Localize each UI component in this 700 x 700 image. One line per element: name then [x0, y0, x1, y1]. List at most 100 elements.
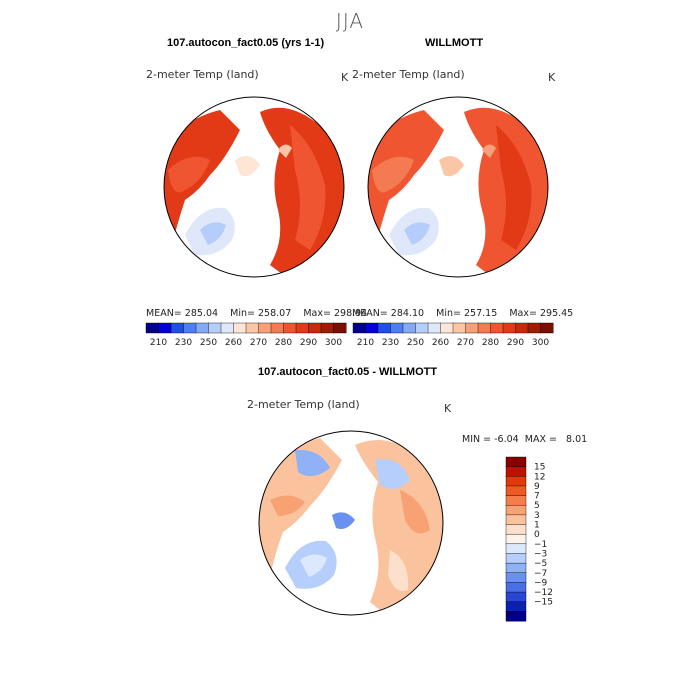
- panel2-north-america-land: [368, 110, 444, 255]
- colorbar-swatch: [365, 322, 379, 334]
- panel2-stats: MEAN= 284.10 Min= 257.15 Max= 295.45: [352, 308, 574, 319]
- panel1-polar-map: [163, 96, 345, 278]
- colorbar-swatch: [505, 476, 527, 487]
- colorbar-swatch: [195, 322, 210, 334]
- colorbar-swatch: [505, 514, 527, 526]
- colorbar-swatch: [505, 553, 527, 564]
- colorbar-swatch: [515, 322, 529, 334]
- panel3-eurasia-land: [355, 440, 443, 615]
- colorbar-swatch: [505, 611, 527, 622]
- colorbar-tick-label: 270: [250, 338, 267, 348]
- panel3-north-america-land: [259, 438, 342, 588]
- colorbar-tick-label: 300: [532, 338, 549, 348]
- colorbar-tick-label: −1: [534, 540, 547, 550]
- colorbar-swatch: [505, 582, 527, 593]
- panel2-variable-label: 2-meter Temp (land): [352, 68, 465, 81]
- colorbar-swatch: [415, 322, 429, 334]
- panel2-colorbar: 210 230 250 260 270 280 290 300: [352, 322, 554, 348]
- colorbar-swatch: [505, 533, 527, 545]
- colorbar-swatch: [477, 322, 492, 334]
- colorbar-tick-label: 0: [534, 530, 540, 540]
- colorbar-tick-label: 1: [534, 521, 540, 531]
- colorbar-tick-label: 290: [507, 338, 524, 348]
- figure-title: JJA: [335, 9, 365, 33]
- colorbar-swatch: [505, 485, 527, 497]
- colorbar-tick-label: 15: [534, 463, 545, 473]
- panel3-title: 107.autocon_fact0.05 - WILLMOTT: [258, 366, 438, 378]
- colorbar-tick-label: 5: [534, 501, 540, 511]
- colorbar-swatch: [505, 572, 527, 583]
- colorbar-swatch: [295, 322, 310, 334]
- colorbar-swatch: [505, 495, 527, 506]
- colorbar-swatch: [158, 322, 172, 334]
- colorbar-swatch: [220, 322, 235, 334]
- colorbar-swatch: [505, 591, 527, 603]
- colorbar-tick-label: −12: [534, 588, 553, 598]
- colorbar-swatch: [427, 322, 442, 334]
- colorbar-tick-label: 210: [357, 338, 374, 348]
- colorbar-tick-label: 12: [534, 472, 545, 482]
- colorbar-swatch: [390, 322, 404, 334]
- colorbar-swatch: [502, 322, 517, 334]
- panel3-units: K: [444, 402, 452, 415]
- colorbar-swatch: [452, 322, 467, 334]
- panel3-variable-label: 2-meter Temp (land): [247, 398, 360, 411]
- colorbar-tick-label: 3: [534, 511, 540, 521]
- colorbar-swatch: [320, 322, 335, 334]
- colorbar-swatch: [245, 322, 260, 334]
- colorbar-swatch: [233, 322, 247, 334]
- colorbar-tick-label: 230: [382, 338, 399, 348]
- colorbar-swatch: [145, 322, 160, 334]
- colorbar-swatch: [440, 322, 454, 334]
- panel2-polar-map: [367, 96, 549, 278]
- colorbar-swatch: [505, 456, 527, 468]
- colorbar-tick-label: −7: [534, 569, 547, 579]
- colorbar-swatch: [465, 322, 479, 334]
- panel1-colorbar: 210 230 250 260 270 280 290 300: [145, 322, 347, 348]
- colorbar-tick-label: 260: [225, 338, 242, 348]
- colorbar-tick-label: 260: [432, 338, 449, 348]
- colorbar-swatch: [490, 322, 504, 334]
- colorbar-tick-label: 290: [300, 338, 317, 348]
- colorbar-tick-label: 210: [150, 338, 167, 348]
- colorbar-swatch: [283, 322, 297, 334]
- colorbar-swatch: [402, 322, 417, 334]
- colorbar-swatch: [540, 322, 554, 334]
- colorbar-swatch: [505, 601, 527, 612]
- colorbar-tick-label: −5: [534, 559, 547, 569]
- colorbar-swatch: [308, 322, 322, 334]
- colorbar-tick-label: −3: [534, 549, 547, 559]
- panel3-stats: MIN = -6.04 MAX = 8.01: [462, 434, 588, 445]
- colorbar-swatch: [270, 322, 285, 334]
- colorbar-swatch: [505, 466, 527, 477]
- colorbar-swatch: [352, 322, 367, 334]
- colorbar-tick-label: 230: [175, 338, 192, 348]
- colorbar-swatch: [505, 524, 527, 535]
- panel1-title: 107.autocon_fact0.05 (yrs 1-1): [167, 37, 325, 49]
- colorbar-swatch: [505, 543, 527, 554]
- colorbar-tick-label: −15: [534, 598, 553, 608]
- colorbar-swatch: [505, 562, 527, 574]
- panel2-title: WILLMOTT: [425, 37, 484, 49]
- colorbar-swatch: [527, 322, 542, 334]
- colorbar-tick-label: 250: [407, 338, 424, 348]
- colorbar-tick-label: 280: [275, 338, 292, 348]
- colorbar-tick-label: 7: [534, 492, 540, 502]
- colorbar-swatch: [183, 322, 197, 334]
- panel1-units: K: [341, 71, 349, 84]
- colorbar-swatch: [258, 322, 272, 334]
- colorbar-tick-label: −9: [534, 578, 548, 588]
- colorbar-tick-label: 9: [534, 482, 540, 492]
- panel1-north-america-land: [164, 110, 240, 255]
- colorbar-swatch: [333, 322, 347, 334]
- colorbar-swatch: [505, 505, 527, 516]
- panel1-variable-label: 2-meter Temp (land): [146, 68, 259, 81]
- colorbar-tick-label: 280: [482, 338, 499, 348]
- panel1-stats: MEAN= 285.04 Min= 258.07 Max= 298.94: [146, 308, 368, 319]
- panel2-units: K: [548, 71, 556, 84]
- colorbar-swatch: [208, 322, 222, 334]
- panel3-polar-map: [258, 430, 444, 616]
- colorbar-tick-label: 270: [457, 338, 474, 348]
- colorbar-tick-label: 300: [325, 338, 342, 348]
